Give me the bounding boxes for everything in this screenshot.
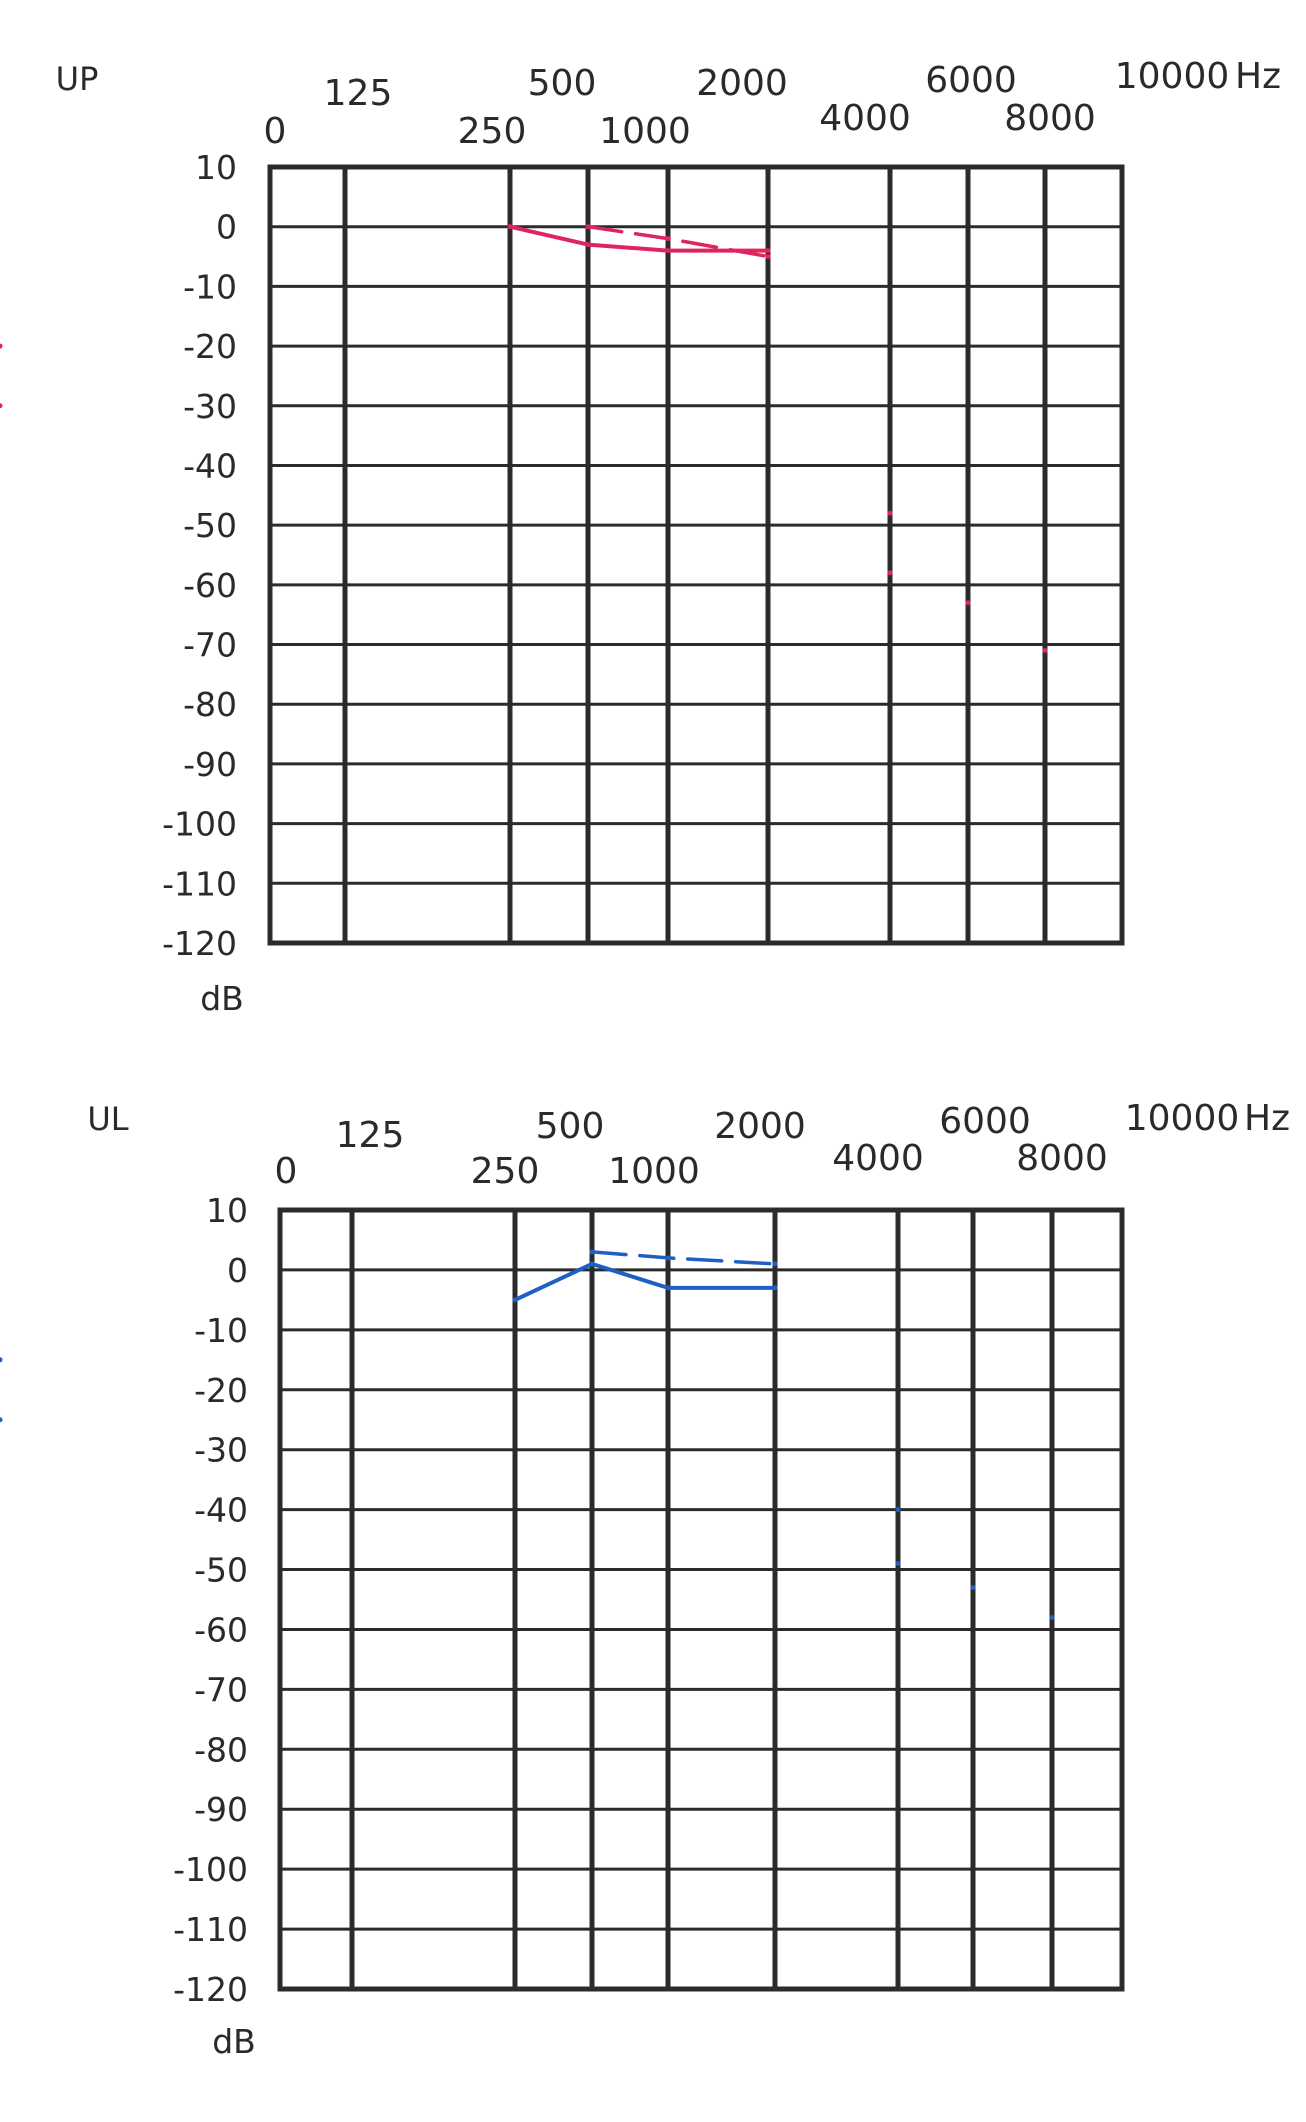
y-tick-label: -100	[162, 805, 237, 844]
data-point	[585, 242, 591, 248]
y-tick-label: -40	[194, 1491, 248, 1530]
y-tick-label: -60	[183, 566, 237, 605]
x-tick-label: 250	[471, 1151, 540, 1192]
plot-frame	[267, 164, 1125, 946]
y-tick-label: -30	[183, 387, 237, 426]
data-point	[0, 403, 3, 409]
data-point	[895, 1507, 901, 1513]
solid-threshold-line	[508, 224, 770, 253]
x-tick-label: 0	[264, 111, 287, 152]
y-tick-label: -10	[194, 1311, 248, 1350]
x-tick-label: 250	[458, 111, 527, 152]
y-unit-label: dB	[200, 979, 244, 1018]
x-tick-label: 0	[275, 1151, 298, 1192]
y-tick-label: -40	[183, 446, 237, 485]
x-tick-label: 500	[536, 1106, 605, 1147]
x-unit-label: Hz	[1244, 1098, 1290, 1139]
y-tick-label: 0	[216, 208, 237, 247]
y-tick-label: -120	[162, 924, 237, 963]
y-tick-label: 10	[195, 148, 237, 187]
chart-title: UP	[56, 60, 99, 98]
x-tick-label: 6000	[925, 60, 1017, 101]
data-point	[765, 254, 771, 260]
x-tick-label: 4000	[819, 98, 911, 139]
x-tick-label: 10000	[1115, 56, 1230, 97]
data-point	[507, 224, 513, 230]
x-tick-label: 4000	[832, 1138, 924, 1179]
y-tick-label: 0	[227, 1251, 248, 1290]
data-point	[765, 248, 771, 254]
data-point	[0, 1417, 3, 1423]
x-tick-label: 2000	[714, 1106, 806, 1147]
solid-threshold-line	[513, 1261, 777, 1302]
data-point	[772, 1285, 778, 1291]
data-point	[0, 1357, 3, 1363]
data-point	[665, 1255, 671, 1261]
x-tick-label: 8000	[1016, 1138, 1108, 1179]
data-point	[0, 343, 3, 349]
y-tick-label: -100	[173, 1850, 248, 1889]
data-point	[772, 1261, 778, 1267]
y-tick-label: -10	[183, 267, 237, 306]
data-point	[512, 1297, 518, 1303]
data-point	[895, 1561, 901, 1567]
x-tick-label: 6000	[939, 1101, 1031, 1142]
data-point	[585, 224, 591, 230]
data-point	[665, 248, 671, 254]
y-tick-label: -20	[194, 1371, 248, 1410]
data-point	[1042, 648, 1048, 654]
y-tick-label: -50	[183, 506, 237, 545]
data-point	[887, 510, 893, 516]
chart-title: UL	[87, 1100, 128, 1138]
y-tick-label: -90	[194, 1790, 248, 1829]
data-point	[1049, 1614, 1055, 1620]
y-tick-label: -90	[183, 745, 237, 784]
x-tick-label: 125	[324, 73, 393, 114]
y-tick-label: -30	[194, 1431, 248, 1470]
y-tick-label: -20	[183, 327, 237, 366]
y-tick-label: -110	[162, 864, 237, 903]
y-tick-label: -110	[173, 1910, 248, 1949]
y-unit-label: dB	[212, 2022, 256, 2061]
y-tick-label: -50	[194, 1551, 248, 1590]
plot-frame	[277, 1207, 1125, 1992]
y-tick-label: -60	[194, 1610, 248, 1649]
data-point	[665, 1285, 671, 1291]
x-unit-label: Hz	[1235, 56, 1281, 97]
x-tick-label: 8000	[1004, 98, 1096, 139]
data-point	[589, 1249, 595, 1255]
x-tick-label: 500	[528, 63, 597, 104]
x-tick-label: 125	[336, 1115, 405, 1156]
data-point	[965, 600, 971, 606]
y-tick-label: -120	[173, 1970, 248, 2009]
x-tick-label: 1000	[599, 111, 691, 152]
y-tick-label: -70	[194, 1670, 248, 1709]
y-tick-label: -80	[194, 1730, 248, 1769]
y-tick-label: -70	[183, 626, 237, 665]
data-point	[589, 1261, 595, 1267]
x-tick-label: 10000	[1125, 1098, 1240, 1139]
y-tick-label: -80	[183, 685, 237, 724]
data-point	[970, 1585, 976, 1591]
data-point	[887, 570, 893, 576]
dashed-threshold-line	[590, 1250, 777, 1266]
data-point	[665, 236, 671, 242]
x-tick-label: 2000	[696, 63, 788, 104]
x-tick-label: 1000	[608, 1151, 700, 1192]
y-tick-label: 10	[206, 1191, 248, 1230]
